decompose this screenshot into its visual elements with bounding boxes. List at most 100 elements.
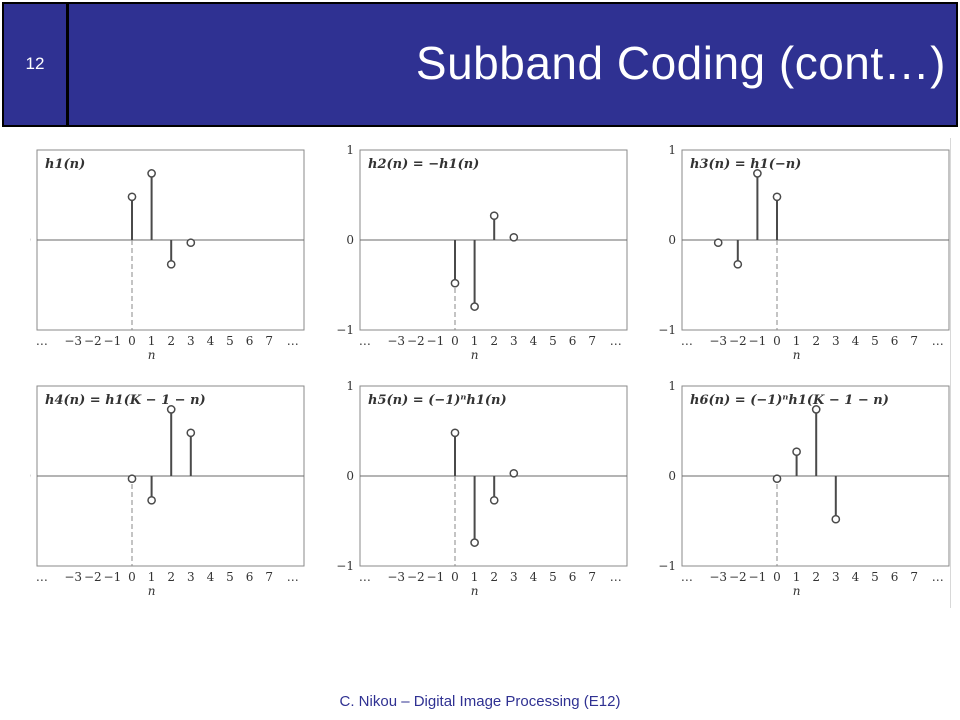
stem-marker bbox=[166, 259, 176, 269]
x-tick-label: 5 bbox=[226, 570, 234, 584]
x-tick-label: 1 bbox=[471, 334, 479, 348]
y-tick-label: −1 bbox=[30, 559, 31, 573]
x-tick-label: 5 bbox=[226, 334, 234, 348]
stem-marker bbox=[509, 232, 519, 242]
x-tick-label: 3 bbox=[187, 570, 195, 584]
y-tick-label: −1 bbox=[336, 559, 354, 573]
slide-number: 12 bbox=[25, 54, 45, 73]
x-tick-label: 4 bbox=[852, 334, 860, 348]
stem-marker bbox=[470, 302, 479, 311]
x-tick-label: −1 bbox=[749, 334, 767, 348]
x-tick-label: 4 bbox=[530, 570, 538, 584]
x-axis-label: n bbox=[148, 348, 156, 362]
y-tick-label: 1 bbox=[346, 143, 354, 157]
x-tick-label: 1 bbox=[471, 570, 479, 584]
stem-marker bbox=[127, 192, 137, 202]
x-tick-label: 0 bbox=[773, 570, 781, 584]
figure-edge bbox=[950, 138, 951, 608]
x-tick-label: 0 bbox=[773, 334, 781, 348]
x-tick-label: … bbox=[610, 334, 622, 348]
x-tick-label: … bbox=[287, 570, 299, 584]
x-tick-label: 2 bbox=[490, 570, 498, 584]
x-tick-label: … bbox=[681, 334, 693, 348]
x-tick-label: … bbox=[932, 570, 944, 584]
x-tick-label: … bbox=[359, 570, 371, 584]
x-tick-label: 0 bbox=[128, 334, 136, 348]
stem-marker bbox=[753, 169, 762, 178]
x-tick-label: … bbox=[359, 334, 371, 348]
stem-plot-3: 10−1… −3 −2 −1 0 1 2 3 4 5 6 7 …nh3(n) = h1(−n) bbox=[658, 143, 950, 362]
x-tick-label: −1 bbox=[427, 570, 445, 584]
stem-marker bbox=[733, 259, 743, 269]
x-tick-label: 7 bbox=[265, 334, 273, 348]
stem-marker bbox=[489, 495, 499, 505]
plot-title: h6(n) = (−1)ⁿh1(K − 1 − n) bbox=[690, 393, 889, 408]
x-axis-label: n bbox=[471, 584, 479, 598]
x-tick-label: −2 bbox=[84, 570, 102, 584]
x-tick-label: 7 bbox=[910, 570, 918, 584]
x-tick-label: … bbox=[610, 570, 622, 584]
y-tick-label: −1 bbox=[658, 559, 676, 573]
x-tick-label: −1 bbox=[104, 570, 122, 584]
y-tick-label: 1 bbox=[30, 143, 31, 157]
x-tick-label: −1 bbox=[104, 334, 122, 348]
x-tick-label: −2 bbox=[407, 570, 425, 584]
plots-figure: 10−1…−3−2−101234567…nh1(n)10−1…−3−2−1012… bbox=[30, 138, 954, 608]
x-tick-label: 4 bbox=[530, 334, 538, 348]
x-tick-label: 1 bbox=[148, 570, 156, 584]
x-tick-label: 7 bbox=[910, 334, 918, 348]
stem-marker bbox=[186, 428, 196, 438]
x-tick-label: −3 bbox=[709, 334, 727, 348]
y-tick-label: 1 bbox=[668, 379, 676, 393]
x-axis-label: n bbox=[793, 584, 801, 598]
y-tick-label: 0 bbox=[346, 469, 354, 483]
x-tick-label: −1 bbox=[427, 334, 445, 348]
stem-marker bbox=[811, 405, 821, 414]
y-tick-label: 0 bbox=[668, 233, 676, 247]
plot-title: h2(n) = −h1(n) bbox=[368, 157, 479, 172]
header-bar bbox=[2, 2, 958, 127]
x-tick-label: 6 bbox=[891, 334, 899, 348]
x-tick-label: 0 bbox=[451, 334, 459, 348]
x-tick-label: 6 bbox=[569, 570, 577, 584]
x-tick-label: −2 bbox=[729, 570, 747, 584]
x-tick-label: −3 bbox=[64, 570, 82, 584]
x-tick-label: 2 bbox=[490, 334, 498, 348]
x-tick-label: … bbox=[287, 334, 299, 348]
x-tick-label: 5 bbox=[549, 334, 557, 348]
x-tick-label: 1 bbox=[148, 334, 156, 348]
x-tick-label: −2 bbox=[84, 334, 102, 348]
x-tick-label: 0 bbox=[451, 570, 459, 584]
x-tick-label: 3 bbox=[510, 334, 518, 348]
stem-marker bbox=[166, 405, 176, 414]
y-tick-label: 1 bbox=[30, 379, 31, 393]
x-tick-label: … bbox=[932, 334, 944, 348]
stem-marker bbox=[127, 474, 137, 484]
y-tick-label: −1 bbox=[336, 323, 354, 337]
stem-plot-6: 10−1… −3 −2 −1 0 1 2 3 4 5 6 7 …nh6(n) = (−1)ⁿh1(K −… bbox=[658, 379, 950, 598]
stem-plots-grid: 10−1…−3−2−101234567…nh1(n)10−1…−3−2−1012… bbox=[30, 143, 950, 598]
x-tick-label: 6 bbox=[569, 334, 577, 348]
stem-marker bbox=[147, 495, 156, 505]
stem-marker bbox=[831, 514, 841, 524]
x-tick-label: −3 bbox=[64, 334, 82, 348]
x-tick-label: 1 bbox=[793, 570, 801, 584]
stem-plot-5: 10−1… −3 −2 −1 0 1 2 3 4 5 6 7 …nh5(n) = (−1)ⁿh1(n) bbox=[336, 379, 628, 598]
x-tick-label: 4 bbox=[207, 570, 215, 584]
x-tick-label: 1 bbox=[793, 334, 801, 348]
x-tick-label: −3 bbox=[387, 334, 405, 348]
stem-marker bbox=[450, 278, 460, 288]
x-tick-label: −2 bbox=[729, 334, 747, 348]
x-tick-label: 4 bbox=[207, 334, 215, 348]
stem-marker bbox=[713, 238, 723, 248]
plot-title: h4(n) = h1(K − 1 − n) bbox=[45, 393, 206, 408]
x-tick-label: 3 bbox=[510, 570, 518, 584]
x-tick-label: 6 bbox=[246, 570, 254, 584]
y-tick-label: 0 bbox=[30, 233, 31, 247]
y-tick-label: 1 bbox=[346, 379, 354, 393]
x-tick-label: … bbox=[681, 570, 693, 584]
slide-footer: C. Nikou – Digital Image Processing (E12… bbox=[339, 693, 621, 710]
y-tick-label: 0 bbox=[30, 469, 31, 483]
